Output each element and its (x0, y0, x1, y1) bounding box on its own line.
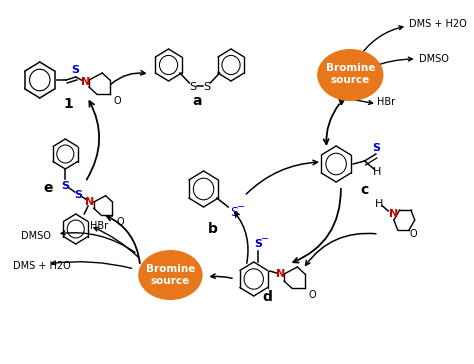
Text: N: N (81, 77, 90, 87)
Text: S: S (61, 181, 69, 191)
Text: O: O (309, 290, 316, 300)
Text: S: S (72, 65, 80, 75)
Text: −: − (237, 202, 246, 212)
Text: S: S (190, 82, 197, 92)
Ellipse shape (138, 250, 202, 300)
Text: DMS + H2O: DMS + H2O (13, 261, 71, 271)
Text: S: S (74, 190, 82, 200)
Text: DMS + H2O: DMS + H2O (409, 19, 467, 29)
Text: c: c (360, 183, 369, 197)
Text: N: N (276, 269, 285, 279)
Text: DMSO: DMSO (21, 231, 51, 241)
Text: N: N (85, 197, 95, 207)
Text: d: d (262, 290, 272, 304)
Text: S: S (230, 206, 238, 219)
Text: Bromine
source: Bromine source (326, 63, 375, 85)
Text: S: S (372, 143, 380, 153)
Text: Bromine
source: Bromine source (146, 264, 195, 286)
Text: a: a (192, 94, 202, 108)
Text: O: O (116, 217, 124, 227)
Text: HBr: HBr (90, 221, 108, 231)
Text: 1: 1 (64, 97, 73, 111)
Text: −: − (261, 234, 269, 244)
Text: S: S (203, 82, 210, 92)
Text: DMSO: DMSO (419, 54, 448, 64)
Text: H: H (374, 199, 383, 209)
Text: S: S (255, 239, 263, 249)
Text: H: H (373, 167, 381, 177)
Text: N: N (389, 209, 399, 219)
Ellipse shape (317, 49, 383, 101)
Text: b: b (208, 222, 218, 236)
Text: e: e (44, 181, 53, 195)
Text: O: O (409, 229, 417, 239)
Text: O: O (114, 96, 121, 106)
Text: HBr: HBr (377, 97, 395, 107)
